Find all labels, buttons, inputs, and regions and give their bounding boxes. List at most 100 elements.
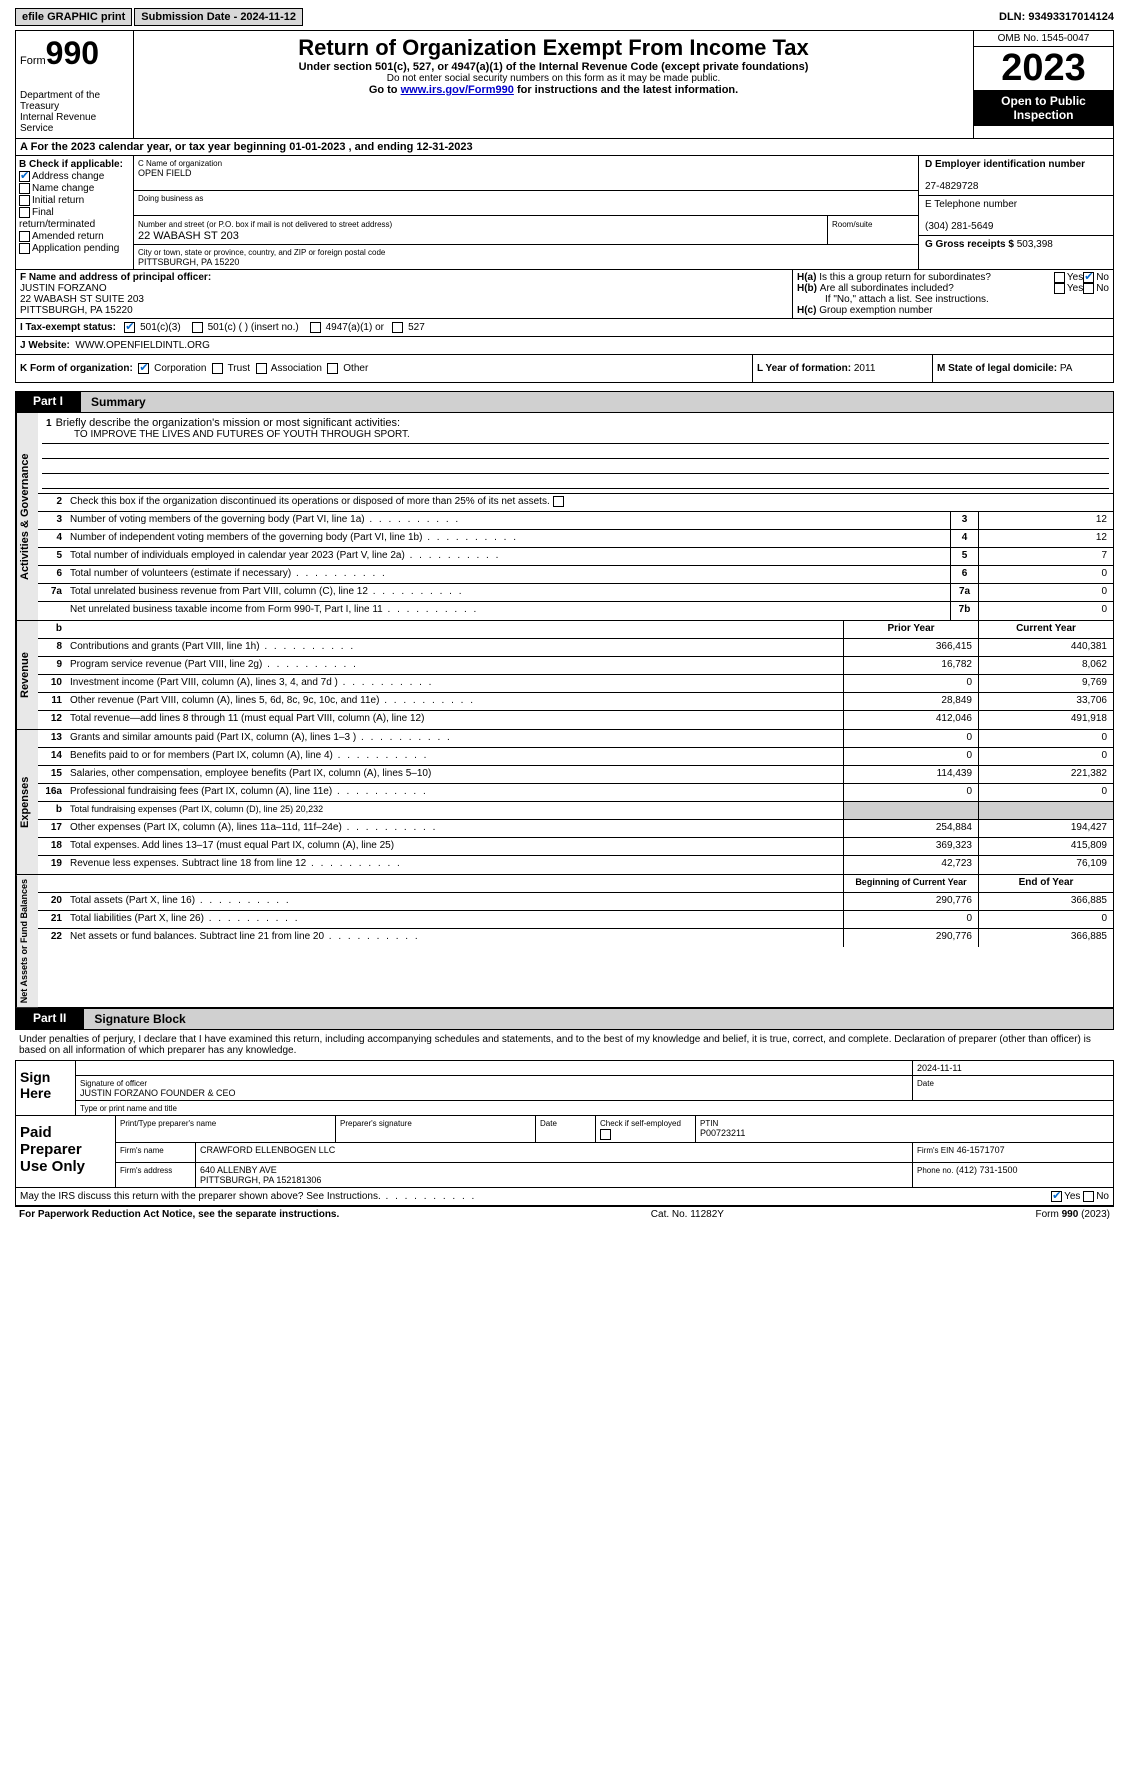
org-addr: 22 WABASH ST 203	[138, 230, 239, 242]
line8-cy: 440,381	[978, 639, 1113, 656]
chk-trust[interactable]	[212, 363, 223, 374]
inspection-label: Open to Public Inspection	[974, 90, 1113, 126]
line12-cy: 491,918	[978, 711, 1113, 729]
line22-py: 290,776	[843, 929, 978, 947]
chk-hb-yes[interactable]	[1054, 283, 1065, 294]
line8-text: Contributions and grants (Part VIII, lin…	[66, 639, 843, 656]
sign-here-block: Sign Here 2024-11-11 Signature of office…	[15, 1060, 1114, 1116]
chk-ha-no[interactable]	[1083, 272, 1094, 283]
efile-print-button[interactable]: efile GRAPHIC print	[15, 8, 132, 26]
officer-addr2: PITTSBURGH, PA 15220	[20, 305, 133, 316]
section-c: C Name of organizationOPEN FIELD Doing b…	[134, 156, 918, 269]
line10-text: Investment income (Part VIII, column (A)…	[66, 675, 843, 692]
part2-tab: Part II	[15, 1008, 84, 1030]
chk-4947[interactable]	[310, 322, 321, 333]
line21-cy: 0	[978, 911, 1113, 928]
line4-text: Number of independent voting members of …	[66, 530, 950, 547]
line19-cy: 76,109	[978, 856, 1113, 874]
section-h: H(a) Is this a group return for subordin…	[793, 270, 1113, 318]
vtab-expenses: Expenses	[16, 730, 38, 874]
line2-text: Check this box if the organization disco…	[66, 494, 1113, 511]
line14-cy: 0	[978, 748, 1113, 765]
line16a-text: Professional fundraising fees (Part IX, …	[66, 784, 843, 801]
chk-501c3[interactable]	[124, 322, 135, 333]
website-value: WWW.OPENFIELDINTL.ORG	[75, 340, 209, 351]
chk-self-emp[interactable]	[600, 1129, 611, 1140]
chk-assoc[interactable]	[256, 363, 267, 374]
line11-py: 28,849	[843, 693, 978, 710]
chk-address-change[interactable]	[19, 171, 30, 182]
mission-label: Briefly describe the organization's miss…	[56, 417, 400, 429]
line12-text: Total revenue—add lines 8 through 11 (mu…	[66, 711, 843, 729]
chk-amended[interactable]	[19, 231, 30, 242]
form-label: Form	[20, 55, 46, 67]
form-title: Return of Organization Exempt From Incom…	[138, 35, 969, 61]
org-name: OPEN FIELD	[138, 168, 192, 178]
chk-hb-no[interactable]	[1083, 283, 1094, 294]
part2-title: Signature Block	[84, 1008, 1114, 1030]
subtitle-2: Do not enter social security numbers on …	[138, 73, 969, 84]
chk-initial-return[interactable]	[19, 195, 30, 206]
penalty-text: Under penalties of perjury, I declare th…	[15, 1030, 1114, 1060]
phone-value: (304) 281-5649	[925, 221, 993, 232]
line12-py: 412,046	[843, 711, 978, 729]
part1-tab: Part I	[15, 391, 81, 413]
section-m: M State of legal domicile: PA	[933, 355, 1113, 382]
line19-text: Revenue less expenses. Subtract line 18 …	[66, 856, 843, 874]
line21-py: 0	[843, 911, 978, 928]
section-f: F Name and address of principal officer:…	[16, 270, 793, 318]
chk-final-return[interactable]	[19, 207, 30, 218]
chk-name-change[interactable]	[19, 183, 30, 194]
line20-py: 290,776	[843, 893, 978, 910]
line5-val: 7	[978, 548, 1113, 565]
goto-post: for instructions and the latest informat…	[514, 84, 738, 96]
part1-header: Part I Summary	[15, 391, 1114, 413]
firm-addr1: 640 ALLENBY AVE	[200, 1165, 277, 1175]
line15-py: 114,439	[843, 766, 978, 783]
gross-label: G Gross receipts $	[925, 239, 1017, 250]
line6-val: 0	[978, 566, 1113, 583]
section-l: L Year of formation: 2011	[753, 355, 933, 382]
chk-discuss-no[interactable]	[1083, 1191, 1094, 1202]
line3-text: Number of voting members of the governin…	[66, 512, 950, 529]
chk-ha-yes[interactable]	[1054, 272, 1065, 283]
chk-other[interactable]	[327, 363, 338, 374]
chk-corp[interactable]	[138, 363, 149, 374]
line16b-text: Total fundraising expenses (Part IX, col…	[66, 802, 843, 819]
chk-app-pending[interactable]	[19, 243, 30, 254]
topbar: efile GRAPHIC print Submission Date - 20…	[15, 8, 1114, 26]
part1-title: Summary	[81, 391, 1114, 413]
line4-val: 12	[978, 530, 1113, 547]
chk-501c[interactable]	[192, 322, 203, 333]
ein-label: D Employer identification number	[925, 159, 1085, 170]
dln-label: DLN: 93493317014124	[999, 11, 1114, 23]
phone-label: E Telephone number	[925, 199, 1017, 210]
line17-py: 254,884	[843, 820, 978, 837]
omb-label: OMB No. 1545-0047	[974, 31, 1113, 47]
chk-discuss-yes[interactable]	[1051, 1191, 1062, 1202]
line21-text: Total liabilities (Part X, line 26)	[66, 911, 843, 928]
line15-text: Salaries, other compensation, employee b…	[66, 766, 843, 783]
officer-addr1: 22 WABASH ST SUITE 203	[20, 294, 144, 305]
firm-phone: (412) 731-1500	[956, 1165, 1018, 1175]
ptin-value: P00723211	[700, 1128, 745, 1138]
line22-text: Net assets or fund balances. Subtract li…	[66, 929, 843, 947]
line18-py: 369,323	[843, 838, 978, 855]
irs-link[interactable]: www.irs.gov/Form990	[401, 84, 514, 96]
hb-note: If "No," attach a list. See instructions…	[797, 294, 1109, 305]
line9-cy: 8,062	[978, 657, 1113, 674]
form-number: 990	[46, 35, 99, 71]
vtab-netassets: Net Assets or Fund Balances	[16, 875, 38, 1007]
tax-year: 2023	[974, 47, 1113, 90]
chk-discontinued[interactable]	[553, 496, 564, 507]
line10-py: 0	[843, 675, 978, 692]
line7b-text: Net unrelated business taxable income fr…	[66, 602, 950, 620]
section-k: K Form of organization: Corporation Trus…	[16, 355, 753, 382]
form-header: Form990 Department of the Treasury Inter…	[15, 30, 1114, 139]
line14-py: 0	[843, 748, 978, 765]
line16a-cy: 0	[978, 784, 1113, 801]
org-city: PITTSBURGH, PA 15220	[138, 257, 239, 267]
line7a-text: Total unrelated business revenue from Pa…	[66, 584, 950, 601]
chk-527[interactable]	[392, 322, 403, 333]
line14-text: Benefits paid to or for members (Part IX…	[66, 748, 843, 765]
